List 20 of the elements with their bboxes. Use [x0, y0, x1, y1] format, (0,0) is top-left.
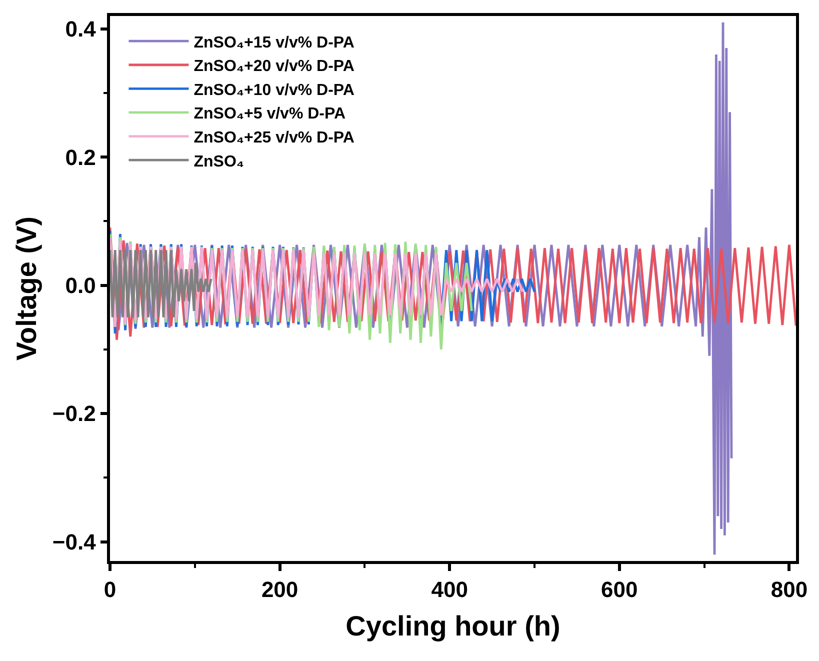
y-axis-title: Voltage (V): [11, 216, 42, 361]
x-tick-label: 800: [770, 577, 808, 602]
legend-label: ZnSO₄+20 v/v% D-PA: [194, 58, 355, 76]
line-series: [110, 248, 212, 319]
y-tick-label: 0.0: [65, 272, 96, 298]
x-axis-title: Cycling hour (h): [346, 610, 560, 642]
y-tick-label: −0.4: [52, 529, 97, 554]
legend-label: ZnSO₄+5 v/v% D-PA: [194, 106, 346, 123]
x-tick-label: 600: [601, 577, 638, 602]
legend-label: ZnSO₄+10 v/v% D-PA: [194, 82, 355, 99]
x-tick-label: 400: [431, 577, 468, 602]
x-tick-label: 0: [104, 577, 116, 602]
y-tick-label: 0.2: [65, 144, 96, 170]
legend-label: ZnSO₄+15 v/v% D-PA: [194, 34, 355, 52]
y-tick-label: 0.4: [65, 16, 97, 42]
legend-label: ZnSO₄: [194, 153, 244, 170]
x-tick-label: 200: [261, 577, 298, 602]
legend-label: ZnSO₄+25 v/v% D-PA: [194, 130, 355, 147]
line-series: [110, 226, 796, 341]
y-tick-label: −0.2: [52, 401, 96, 426]
